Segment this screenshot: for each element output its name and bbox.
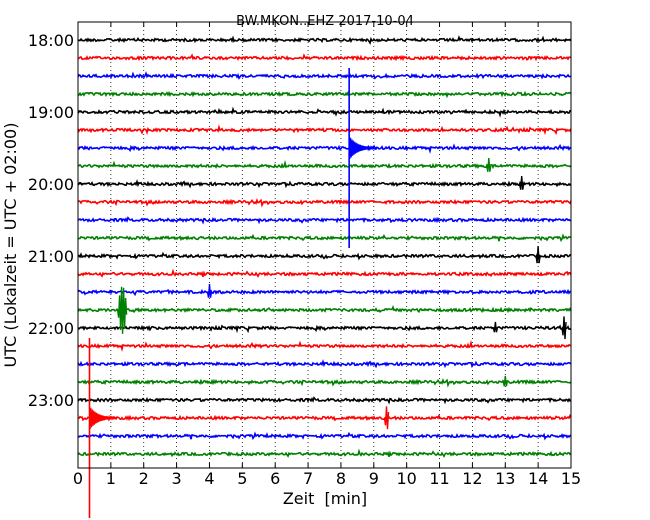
trace-line xyxy=(77,448,572,458)
x-tick-label: 3 xyxy=(172,469,182,488)
trace-line xyxy=(77,431,572,441)
trace-line xyxy=(77,106,572,118)
trace-line xyxy=(77,216,572,225)
x-tick-label: 2 xyxy=(139,469,149,488)
x-tick-label: 1 xyxy=(106,469,116,488)
trace-line xyxy=(77,305,572,314)
x-tick-label: 11 xyxy=(429,469,449,488)
event-burst xyxy=(492,321,499,333)
trace-line xyxy=(77,233,572,243)
trace-line xyxy=(77,251,572,261)
trace-line xyxy=(77,339,572,353)
plot-frame xyxy=(77,21,572,469)
trace-line xyxy=(77,53,572,62)
x-tick-label: 7 xyxy=(303,469,313,488)
event-burst xyxy=(502,375,508,387)
x-tick-label: 14 xyxy=(528,469,548,488)
y-tick-label: 20:00 xyxy=(28,175,74,194)
event-burst xyxy=(116,286,128,334)
trace-line xyxy=(77,396,572,405)
y-tick-label: 21:00 xyxy=(28,247,74,266)
trace-line xyxy=(77,288,572,297)
y-tick-label: 19:00 xyxy=(28,103,74,122)
x-tick-label: 8 xyxy=(336,469,346,488)
x-tick-label: 9 xyxy=(369,469,379,488)
trace-line xyxy=(77,143,572,155)
trace-line xyxy=(77,159,572,170)
x-axis-label: Zeit [min] xyxy=(283,489,367,508)
x-tick-label: 15 xyxy=(561,469,581,488)
trace-line xyxy=(77,378,572,388)
x-tick-label: 5 xyxy=(237,469,247,488)
event-burst xyxy=(383,406,390,430)
event-spikes xyxy=(88,68,567,518)
y-axis-label: UTC (Lokalzeit = UTC + 02:00) xyxy=(1,123,20,368)
event-coda xyxy=(88,405,118,430)
x-tick-label: 13 xyxy=(495,469,515,488)
trace-line xyxy=(77,35,572,45)
trace-line xyxy=(77,359,572,369)
x-axis-ticks: 0 1 2 3 4 5 6 7 8 9 10 11 12 13 14 15 xyxy=(73,22,581,488)
trace-line xyxy=(77,90,572,99)
y-tick-label: 22:00 xyxy=(28,319,74,338)
trace-line xyxy=(77,124,572,136)
trace-line xyxy=(77,268,572,278)
trace-line xyxy=(77,198,572,208)
event-burst xyxy=(561,316,567,340)
event-coda xyxy=(348,135,377,160)
x-tick-label: 10 xyxy=(396,469,416,488)
trace-line xyxy=(77,413,572,422)
event-burst xyxy=(206,283,213,298)
event-burst xyxy=(519,175,525,190)
event-burst xyxy=(535,245,541,264)
y-axis-ticks: 18:00 19:00 20:00 21:00 22:00 23:00 xyxy=(28,31,83,410)
y-tick-label: 18:00 xyxy=(28,31,74,50)
x-tick-label: 6 xyxy=(270,469,280,488)
x-tick-label: 0 xyxy=(73,469,83,488)
trace-lines xyxy=(77,35,572,458)
trace-line xyxy=(77,324,572,334)
y-tick-label: 23:00 xyxy=(28,391,74,410)
trace-line xyxy=(77,179,572,189)
trace-line xyxy=(77,71,572,80)
event-burst xyxy=(486,157,492,172)
x-tick-label: 12 xyxy=(462,469,482,488)
x-tick-label: 4 xyxy=(204,469,214,488)
